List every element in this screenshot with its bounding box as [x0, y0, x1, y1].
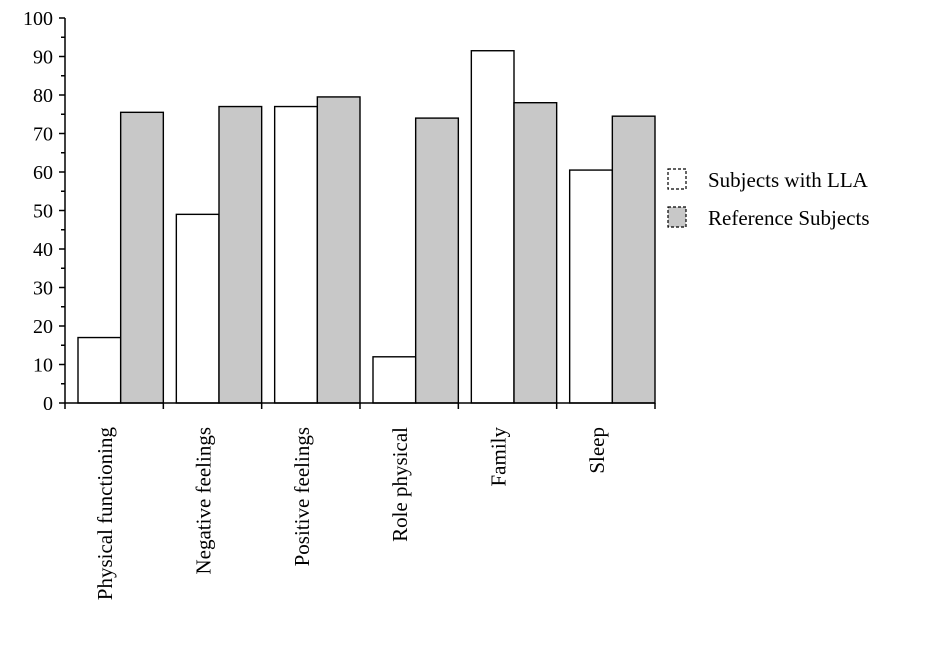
bar-reference-subjects-sleep: [611, 115, 656, 404]
y-tick-label-70: 70: [33, 124, 53, 146]
bar-subjects-with-lla-positive-feelings: [273, 105, 319, 404]
y-tick-label-60: 60: [33, 162, 53, 184]
category-labels: Physical functioning Negative feelings Pos…: [93, 427, 609, 601]
x-axis-ticks: [64, 403, 656, 409]
bar-subjects-with-lla-physical-functioning: [77, 336, 122, 404]
y-axis-ticks: 0 10 20 30 40 50 60 70 80 90 100: [23, 8, 65, 415]
legend-label-reference-subjects: Reference Subjects: [708, 206, 870, 230]
bar-subjects-with-lla-sleep: [568, 169, 614, 404]
bar-subjects-with-lla-role-physical: [372, 356, 417, 404]
y-tick-label-20: 20: [33, 316, 53, 338]
y-tick-label-10: 10: [33, 355, 53, 377]
legend-label-subjects-with-lla: Subjects with LLA: [708, 168, 869, 192]
y-tick-label-80: 80: [33, 85, 53, 107]
y-tick-label-100: 100: [23, 8, 53, 30]
y-tick-label-50: 50: [33, 201, 53, 223]
y-tick-label-30: 30: [33, 278, 53, 300]
y-tick-label-90: 90: [33, 47, 53, 69]
category-label-role-physical: Role physical: [388, 427, 412, 542]
legend-swatch-reference-subjects: [667, 206, 687, 228]
y-tick-label-0: 0: [43, 393, 53, 415]
bar-subjects-with-lla-negative-feelings: [175, 213, 220, 404]
legend: Subjects with LLA Reference Subjects: [667, 168, 870, 230]
category-label-sleep: Sleep: [585, 427, 609, 474]
bar-reference-subjects-positive-feelings: [316, 96, 361, 404]
bar-reference-subjects-role-physical: [414, 117, 460, 404]
category-label-physical-functioning: Physical functioning: [93, 427, 117, 601]
bar-reference-subjects-family: [513, 101, 558, 404]
category-label-positive-feelings: Positive feelings: [290, 427, 314, 566]
bar-reference-subjects-physical-functioning: [119, 111, 165, 404]
bar-subjects-with-lla-family: [470, 50, 515, 404]
bars: [77, 50, 656, 404]
category-label-family: Family: [486, 427, 510, 487]
y-tick-label-40: 40: [33, 239, 53, 261]
category-label-negative-feelings: Negative feelings: [191, 427, 215, 575]
legend-swatch-subjects-with-lla: [667, 168, 687, 190]
bar-reference-subjects-negative-feelings: [218, 105, 263, 404]
